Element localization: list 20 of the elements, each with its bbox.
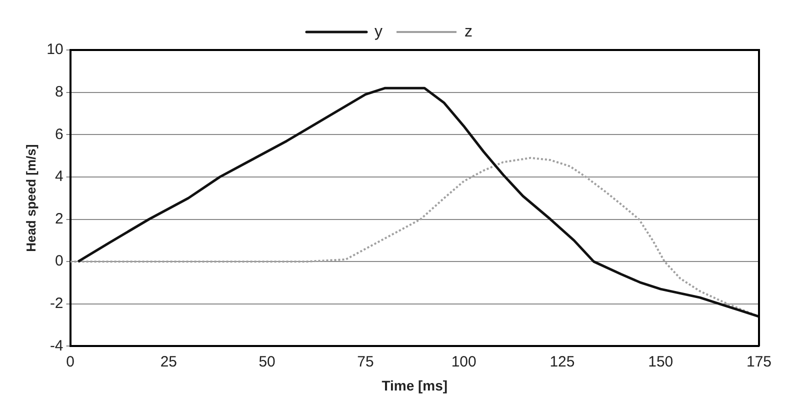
x-tick-label: 25 [160,353,178,370]
x-tick-label: 50 [258,353,276,370]
x-tick-label: 150 [648,353,674,370]
x-tick-label: 175 [746,353,772,370]
x-tick-label: 100 [451,353,476,370]
x-tick-label: 75 [357,353,374,370]
x-tick-label: 0 [66,353,74,370]
y-tick-label: 8 [54,83,64,100]
legend-label: y [374,23,382,40]
legend-label: z [464,23,472,40]
y-tick-label: 4 [54,168,64,186]
y-tick-label: 10 [46,41,64,58]
x-axis-title: Time [ms] [382,377,448,394]
x-tick-label: 125 [550,353,575,370]
y-tick-label: 0 [54,252,64,270]
y-axis-title: Head speed [m/s] [23,144,38,252]
y-tick-label: -4 [50,337,64,354]
y-tick-label: 6 [54,126,64,143]
y-tick-label: -2 [50,295,64,312]
y-tick-label: 2 [54,210,64,228]
